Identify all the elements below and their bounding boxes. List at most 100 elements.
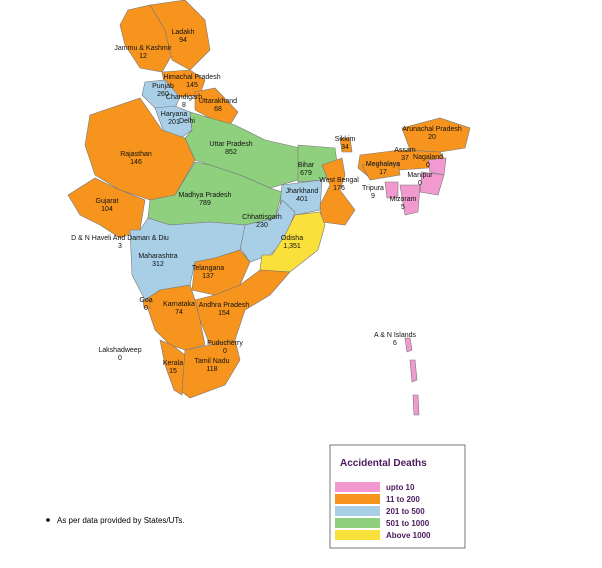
islands bbox=[412, 394, 420, 416]
state-name: Haryana bbox=[161, 111, 188, 118]
state-name: Chhattisgarh bbox=[242, 214, 282, 221]
state-value: 6 bbox=[393, 340, 397, 347]
arunachal-pradesh bbox=[401, 117, 471, 153]
state-name: Maharashtra bbox=[138, 253, 177, 260]
legend-label: 11 to 200 bbox=[386, 495, 420, 504]
west-bengal bbox=[319, 157, 356, 226]
state-name: Karnataka bbox=[163, 301, 195, 308]
sikkim bbox=[339, 137, 353, 153]
state-value: 15 bbox=[169, 368, 177, 375]
state-value: 201 bbox=[168, 119, 180, 126]
state-value: 12 bbox=[139, 53, 147, 60]
state-value: 852 bbox=[225, 149, 237, 156]
manipur bbox=[419, 171, 445, 196]
state-value: 17 bbox=[379, 169, 387, 176]
state-value: 401 bbox=[296, 196, 308, 203]
state-name: Bihar bbox=[298, 162, 315, 169]
legend: Accidental Deaths upto 10 11 to 200 201 … bbox=[329, 444, 466, 549]
state-value: 34 bbox=[341, 144, 349, 151]
state-value: 137 bbox=[202, 273, 214, 280]
state-value: 176 bbox=[333, 185, 345, 192]
footnote: As per data provided by States/UTs. bbox=[57, 516, 185, 525]
telangana bbox=[191, 249, 251, 296]
state-name: Jharkhand bbox=[286, 188, 319, 195]
india-map bbox=[67, 0, 471, 416]
state-value: 0 bbox=[144, 305, 148, 312]
state-name: Meghalaya bbox=[366, 161, 400, 168]
jharkhand bbox=[279, 179, 323, 216]
state-name: D & N Haveli And Daman & Diu bbox=[71, 235, 169, 242]
state-value: 679 bbox=[300, 170, 312, 177]
legend-swatch bbox=[335, 530, 380, 540]
state-name: Mizoram bbox=[390, 196, 417, 203]
state-name: Uttar Pradesh bbox=[209, 141, 252, 148]
legend-label: 501 to 1000 bbox=[386, 519, 430, 528]
state-value: 145 bbox=[186, 82, 198, 89]
state-name: Kerala bbox=[163, 360, 183, 367]
state-value: 154 bbox=[218, 310, 230, 317]
meghalaya bbox=[361, 162, 401, 181]
state-name: Odisha bbox=[281, 235, 303, 242]
state-value: 74 bbox=[175, 309, 183, 316]
state-name: A & N Islands bbox=[374, 332, 417, 339]
state-value: 146 bbox=[130, 159, 142, 166]
legend-swatch bbox=[335, 506, 380, 516]
kerala bbox=[159, 339, 186, 396]
legend-swatch bbox=[335, 482, 380, 492]
legend-label: Above 1000 bbox=[386, 531, 431, 540]
state-value: 118 bbox=[206, 366, 217, 373]
state-value: 312 bbox=[152, 261, 164, 268]
state-name: Manipur bbox=[407, 172, 433, 179]
state-name: Rajasthan bbox=[120, 151, 152, 158]
state-value: 230 bbox=[256, 222, 268, 229]
legend-label: 201 to 500 bbox=[386, 507, 425, 516]
state-name: Goa bbox=[139, 297, 152, 304]
tripura bbox=[384, 181, 399, 199]
state-value: 9 bbox=[371, 193, 375, 200]
legend-title: Accidental Deaths bbox=[340, 458, 427, 469]
state-name: Nagaland bbox=[413, 154, 443, 161]
state-name: Andhra Pradesh bbox=[199, 302, 250, 309]
state-name: Delhi bbox=[179, 118, 195, 125]
mizoram bbox=[399, 184, 421, 216]
islands bbox=[409, 359, 418, 383]
ladakh bbox=[149, 0, 211, 71]
state-value: 8 bbox=[182, 102, 186, 109]
legend-swatch bbox=[335, 494, 380, 504]
state-name: Puducherry bbox=[207, 340, 243, 347]
islands bbox=[404, 337, 413, 353]
bullet bbox=[46, 518, 50, 522]
state-name: Madhya Pradesh bbox=[179, 192, 232, 199]
state-value: 0 bbox=[418, 180, 422, 187]
state-value: 94 bbox=[179, 37, 187, 44]
state-value: 0 bbox=[118, 355, 122, 362]
state-value: 789 bbox=[199, 200, 211, 207]
legend-label: upto 10 bbox=[386, 483, 415, 492]
state-value: 68 bbox=[214, 106, 222, 113]
state-name: Himachal Pradesh bbox=[163, 74, 220, 81]
tamil-nadu bbox=[181, 339, 241, 399]
state-name: Telangana bbox=[192, 265, 224, 272]
state-value: 5 bbox=[401, 204, 405, 211]
state-name: Lakshadweep bbox=[98, 347, 141, 354]
state-value: 1,351 bbox=[283, 243, 301, 250]
state-value: 104 bbox=[101, 206, 113, 213]
state-name: Sikkim bbox=[335, 136, 356, 143]
karnataka bbox=[144, 284, 206, 351]
state-name: Arunachal Pradesh bbox=[402, 126, 462, 133]
state-name: Tamil Nadu bbox=[194, 358, 229, 365]
state-value: 37 bbox=[401, 155, 409, 162]
state-value: 260 bbox=[157, 91, 169, 98]
state-name: Punjab bbox=[152, 83, 174, 90]
state-value: 0 bbox=[223, 348, 227, 355]
state-value: 20 bbox=[428, 134, 436, 141]
state-name: West Bengal bbox=[319, 177, 359, 184]
state-value: 0 bbox=[426, 162, 430, 169]
state-name: Uttarakhand bbox=[199, 98, 237, 105]
odisha bbox=[259, 211, 326, 273]
state-name: Jammu & Kashmir bbox=[114, 45, 172, 52]
state-name: Gujarat bbox=[96, 198, 119, 205]
state-name: Tripura bbox=[362, 185, 384, 192]
